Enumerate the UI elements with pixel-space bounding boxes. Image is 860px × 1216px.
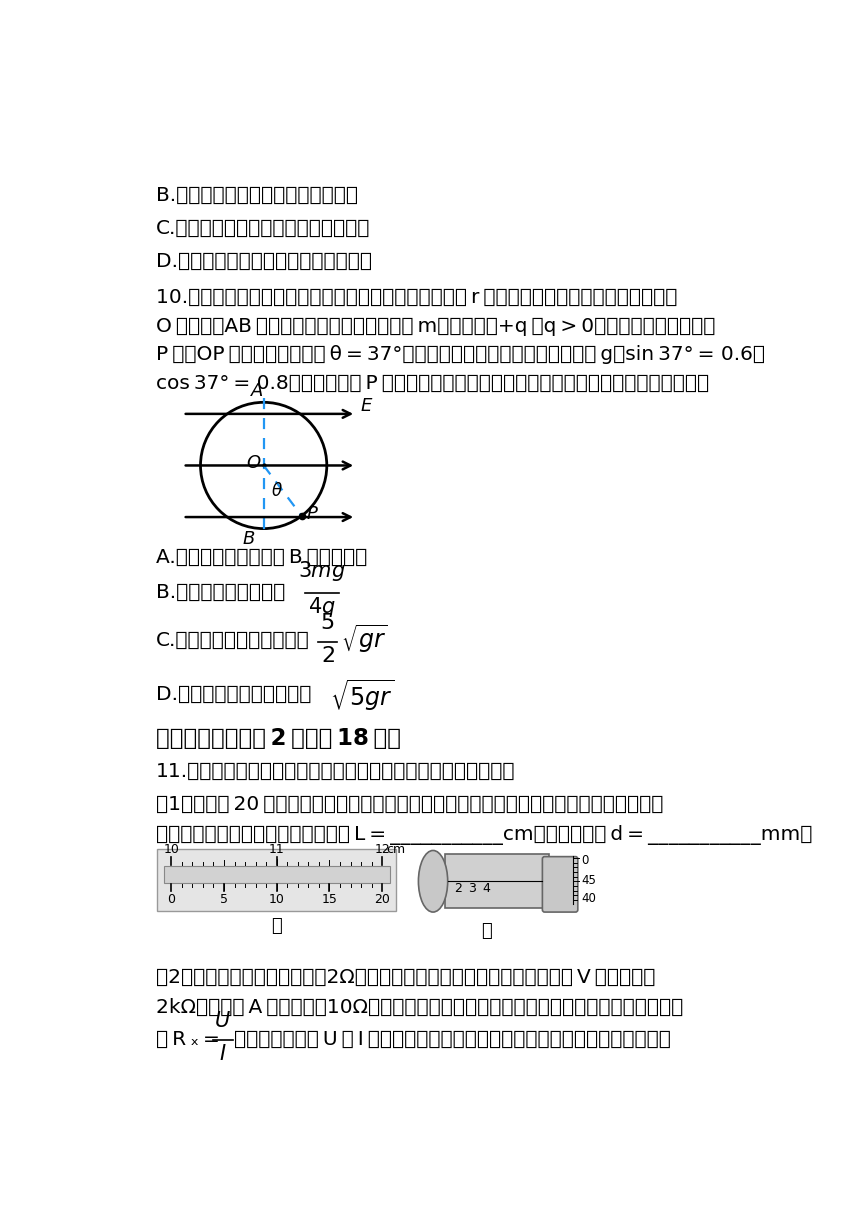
Text: cos 37° = 0.8。现使小球从 P 点出发恰能做完整的圆周运动，则下列选项正确的是（　　）: cos 37° = 0.8。现使小球从 P 点出发恰能做完整的圆周运动，则下列选… bbox=[156, 373, 709, 393]
Text: 15: 15 bbox=[322, 893, 337, 906]
Text: O: O bbox=[247, 454, 261, 472]
Text: 0: 0 bbox=[580, 854, 588, 867]
Text: 0: 0 bbox=[167, 893, 175, 906]
Text: E: E bbox=[360, 398, 372, 415]
Text: B: B bbox=[242, 530, 255, 548]
Text: θ: θ bbox=[272, 483, 281, 501]
Text: （2）用多用表粗测其电阻约为2Ω，然后用伏安法进行更准确测量，电压表 V 的内阻约为: （2）用多用表粗测其电阻约为2Ω，然后用伏安法进行更准确测量，电压表 V 的内阻… bbox=[156, 968, 655, 987]
Text: D.　甲图中夹角减小，乙图中夹角不变: D. 甲图中夹角减小，乙图中夹角不变 bbox=[156, 252, 372, 271]
Text: 10: 10 bbox=[269, 893, 285, 906]
Text: $2$: $2$ bbox=[321, 646, 335, 665]
Text: 11.　某实验小组想测量一金属圆柱体的电阻率，实验步骤如下：: 11. 某实验小组想测量一金属圆柱体的电阻率，实验步骤如下： bbox=[156, 762, 515, 781]
Text: C.　小球初速度的大小应为: C. 小球初速度的大小应为 bbox=[156, 631, 310, 651]
Text: $U$: $U$ bbox=[214, 1012, 231, 1031]
Text: 甲: 甲 bbox=[272, 917, 282, 935]
Text: 20: 20 bbox=[374, 893, 390, 906]
Text: O 是圆心，AB 是竖直方向的直径，一质量为 m、电荷量为+q （q > 0）的小球静止在圆环上: O 是圆心，AB 是竖直方向的直径，一质量为 m、电荷量为+q （q > 0）的… bbox=[156, 317, 716, 336]
Text: A.　小球做圆周运动在 B 点速度最大: A. 小球做圆周运动在 B 点速度最大 bbox=[156, 548, 367, 567]
Bar bbox=[157, 849, 396, 911]
Text: P 点，OP 与竖直方向的夹角 θ = 37°，不计空气阻力。已知重力加速度为 g，sin 37° = 0.6，: P 点，OP 与竖直方向的夹角 θ = 37°，不计空气阻力。已知重力加速度为 … bbox=[156, 345, 765, 365]
Text: $\mathit{4q}$: $\mathit{4q}$ bbox=[308, 595, 336, 619]
Text: 11: 11 bbox=[269, 843, 285, 856]
Text: $\sqrt{gr}$: $\sqrt{gr}$ bbox=[341, 623, 389, 655]
Text: cm: cm bbox=[386, 843, 405, 856]
Text: 2: 2 bbox=[455, 883, 463, 895]
Text: $\mathit{3mg}$: $\mathit{3mg}$ bbox=[298, 558, 346, 582]
Text: B.　电场强度的大小为: B. 电场强度的大小为 bbox=[156, 584, 286, 602]
Text: C.　甲图中夹角减小，乙图中夹角增大: C. 甲图中夹角减小，乙图中夹角增大 bbox=[156, 219, 370, 238]
Text: 5: 5 bbox=[220, 893, 228, 906]
Text: 10: 10 bbox=[163, 843, 179, 856]
FancyBboxPatch shape bbox=[543, 856, 578, 912]
Text: 12: 12 bbox=[374, 843, 390, 856]
Text: $5$: $5$ bbox=[321, 613, 335, 634]
Text: P: P bbox=[306, 506, 317, 523]
Ellipse shape bbox=[419, 850, 448, 912]
Text: 4: 4 bbox=[482, 883, 490, 895]
Bar bbox=[445, 855, 549, 908]
Text: 2kΩ，电流表 A 的内阻约为10Ω，测量电路中电流表的连接方式如图甲或乙所示，结果由公: 2kΩ，电流表 A 的内阻约为10Ω，测量电路中电流表的连接方式如图甲或乙所示，… bbox=[156, 998, 683, 1018]
Text: 果如图甲、乙所示，则金属棒的长度 L = ___________cm，金属棒直径 d = ___________mm。: 果如图甲、乙所示，则金属棒的长度 L = ___________cm，金属棒直径… bbox=[156, 826, 812, 845]
Text: 3: 3 bbox=[469, 883, 476, 895]
Bar bbox=[163, 866, 390, 883]
Text: $I$: $I$ bbox=[219, 1043, 227, 1064]
Text: 二、实验题（每空 2 分，共 18 分）: 二、实验题（每空 2 分，共 18 分） bbox=[156, 727, 401, 750]
Text: 40: 40 bbox=[580, 893, 596, 906]
Text: （1）首先用 20 分度的游标卡尺测金属棒的长度，用螺旋测微器测量金属棒的直径，测量结: （1）首先用 20 分度的游标卡尺测金属棒的长度，用螺旋测微器测量金属棒的直径，… bbox=[156, 795, 663, 814]
Text: D.　小球初速度的大小应为: D. 小球初速度的大小应为 bbox=[156, 685, 311, 704]
Text: A: A bbox=[250, 382, 263, 400]
Text: B.　甲、乙图中电容器的电容均变大: B. 甲、乙图中电容器的电容均变大 bbox=[156, 186, 358, 206]
Text: $\sqrt{5gr}$: $\sqrt{5gr}$ bbox=[330, 679, 394, 714]
Text: 式 R ₓ =: 式 R ₓ = bbox=[156, 1030, 219, 1049]
Text: 计算得出，式中 U 与 I 分别为电压表和电流表的示数。若将图甲和图乙中电路测: 计算得出，式中 U 与 I 分别为电压表和电流表的示数。若将图甲和图乙中电路测 bbox=[235, 1030, 672, 1049]
Text: 10.　如图所示，空间有一水平向右的匀强电场，半径为 r 的绝缘光滑圆环固定在竖直平面内，: 10. 如图所示，空间有一水平向右的匀强电场，半径为 r 的绝缘光滑圆环固定在竖… bbox=[156, 288, 677, 308]
Text: 45: 45 bbox=[580, 874, 596, 886]
Text: 乙: 乙 bbox=[482, 922, 492, 940]
